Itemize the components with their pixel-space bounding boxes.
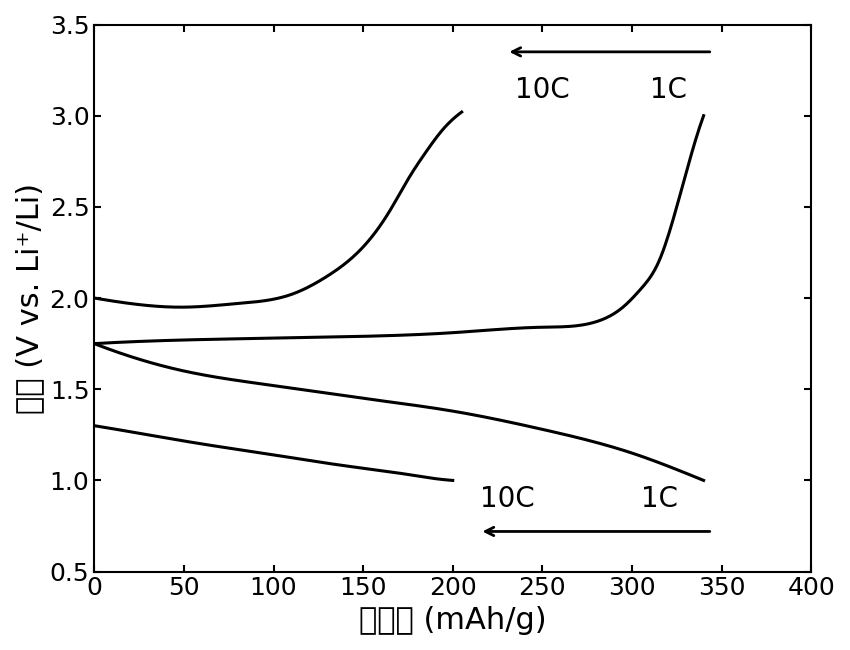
X-axis label: 比容量 (mAh/g): 比容量 (mAh/g) bbox=[359, 606, 547, 635]
Text: 1C: 1C bbox=[641, 486, 678, 514]
Text: 10C: 10C bbox=[515, 75, 570, 103]
Text: 10C: 10C bbox=[479, 486, 535, 514]
Y-axis label: 电压 (V vs. Li⁺/Li): 电压 (V vs. Li⁺/Li) bbox=[15, 183, 44, 413]
Text: 1C: 1C bbox=[650, 75, 687, 103]
